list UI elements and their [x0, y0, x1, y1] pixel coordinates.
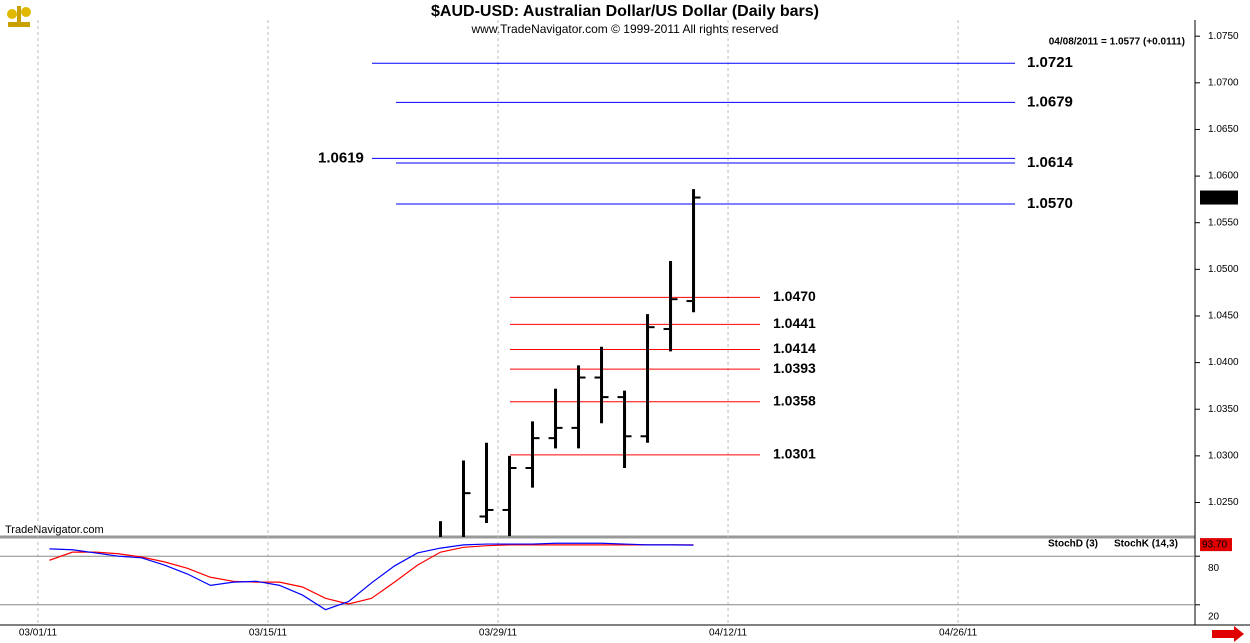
- level-label: 1.0441: [773, 315, 816, 331]
- level-label: 1.0619: [318, 149, 364, 166]
- y-tick-label: 1.0300: [1208, 451, 1239, 462]
- grid: [0, 20, 1195, 625]
- last-price-label: 1.0577: [1202, 192, 1233, 203]
- chart-title: $AUD-USD: Australian Dollar/US Dollar (D…: [431, 3, 819, 20]
- level-label: 1.0570: [1027, 195, 1073, 212]
- level-label: 1.0721: [1027, 54, 1073, 71]
- stoch-last-label: 93.70: [1202, 540, 1227, 551]
- legend-entry: StochK (14,3): [1114, 539, 1178, 550]
- level-label: 1.0301: [773, 446, 816, 462]
- y-tick-label: 1.0650: [1208, 124, 1239, 135]
- x-tick-label: 03/15/11: [249, 628, 288, 639]
- level-label: 1.0679: [1027, 93, 1073, 110]
- level-label: 1.0358: [773, 392, 816, 408]
- y-tick-label: 1.0250: [1208, 497, 1239, 508]
- header-info: 04/08/2011 = 1.0577 (+0.0111): [1049, 37, 1185, 48]
- y-tick-label: 1.0350: [1208, 404, 1239, 415]
- stoch-line: [49, 542, 694, 611]
- stoch-last-box: [1200, 538, 1232, 552]
- y-tick-label: 1.0450: [1208, 311, 1239, 322]
- stoch-panel: [49, 542, 694, 611]
- x-tick-label: 04/26/11: [939, 628, 978, 639]
- subtitle: www.TradeNavigator.com © 1999-2011 All r…: [471, 22, 779, 36]
- x-tick-label: 04/12/11: [709, 628, 748, 639]
- level-label: 1.0414: [773, 340, 816, 356]
- y-tick-label: 1.0550: [1208, 217, 1239, 228]
- x-tick-label: 03/29/11: [479, 628, 518, 639]
- y-tick-label: 1.0600: [1208, 171, 1239, 182]
- stoch-line: [49, 544, 694, 605]
- level-label: 1.0393: [773, 360, 816, 376]
- x-tick-label: 03/01/11: [19, 628, 58, 639]
- legend-entry: StochD (3): [1048, 539, 1098, 550]
- stoch-tick-label: 20: [1208, 611, 1220, 622]
- level-label: 1.0614: [1027, 154, 1074, 171]
- y-tick-label: 1.0400: [1208, 357, 1239, 368]
- axes: 03/01/11 03/15/11 03/29/11 04/12/11 04/26/11…: [19, 31, 1239, 639]
- price-panel: [372, 62, 1015, 537]
- stoch-tick-label: 80: [1208, 563, 1220, 574]
- level-label: 1.0470: [773, 288, 816, 304]
- y-tick-label: 1.0750: [1208, 31, 1239, 42]
- watermark: TradeNavigator.com: [5, 524, 104, 536]
- last-price-box: [1200, 190, 1238, 205]
- scroll-arrow[interactable]: [1212, 626, 1244, 642]
- y-tick-label: 1.0500: [1208, 264, 1239, 275]
- y-tick-label: 1.0700: [1208, 77, 1239, 88]
- logo: [7, 6, 31, 27]
